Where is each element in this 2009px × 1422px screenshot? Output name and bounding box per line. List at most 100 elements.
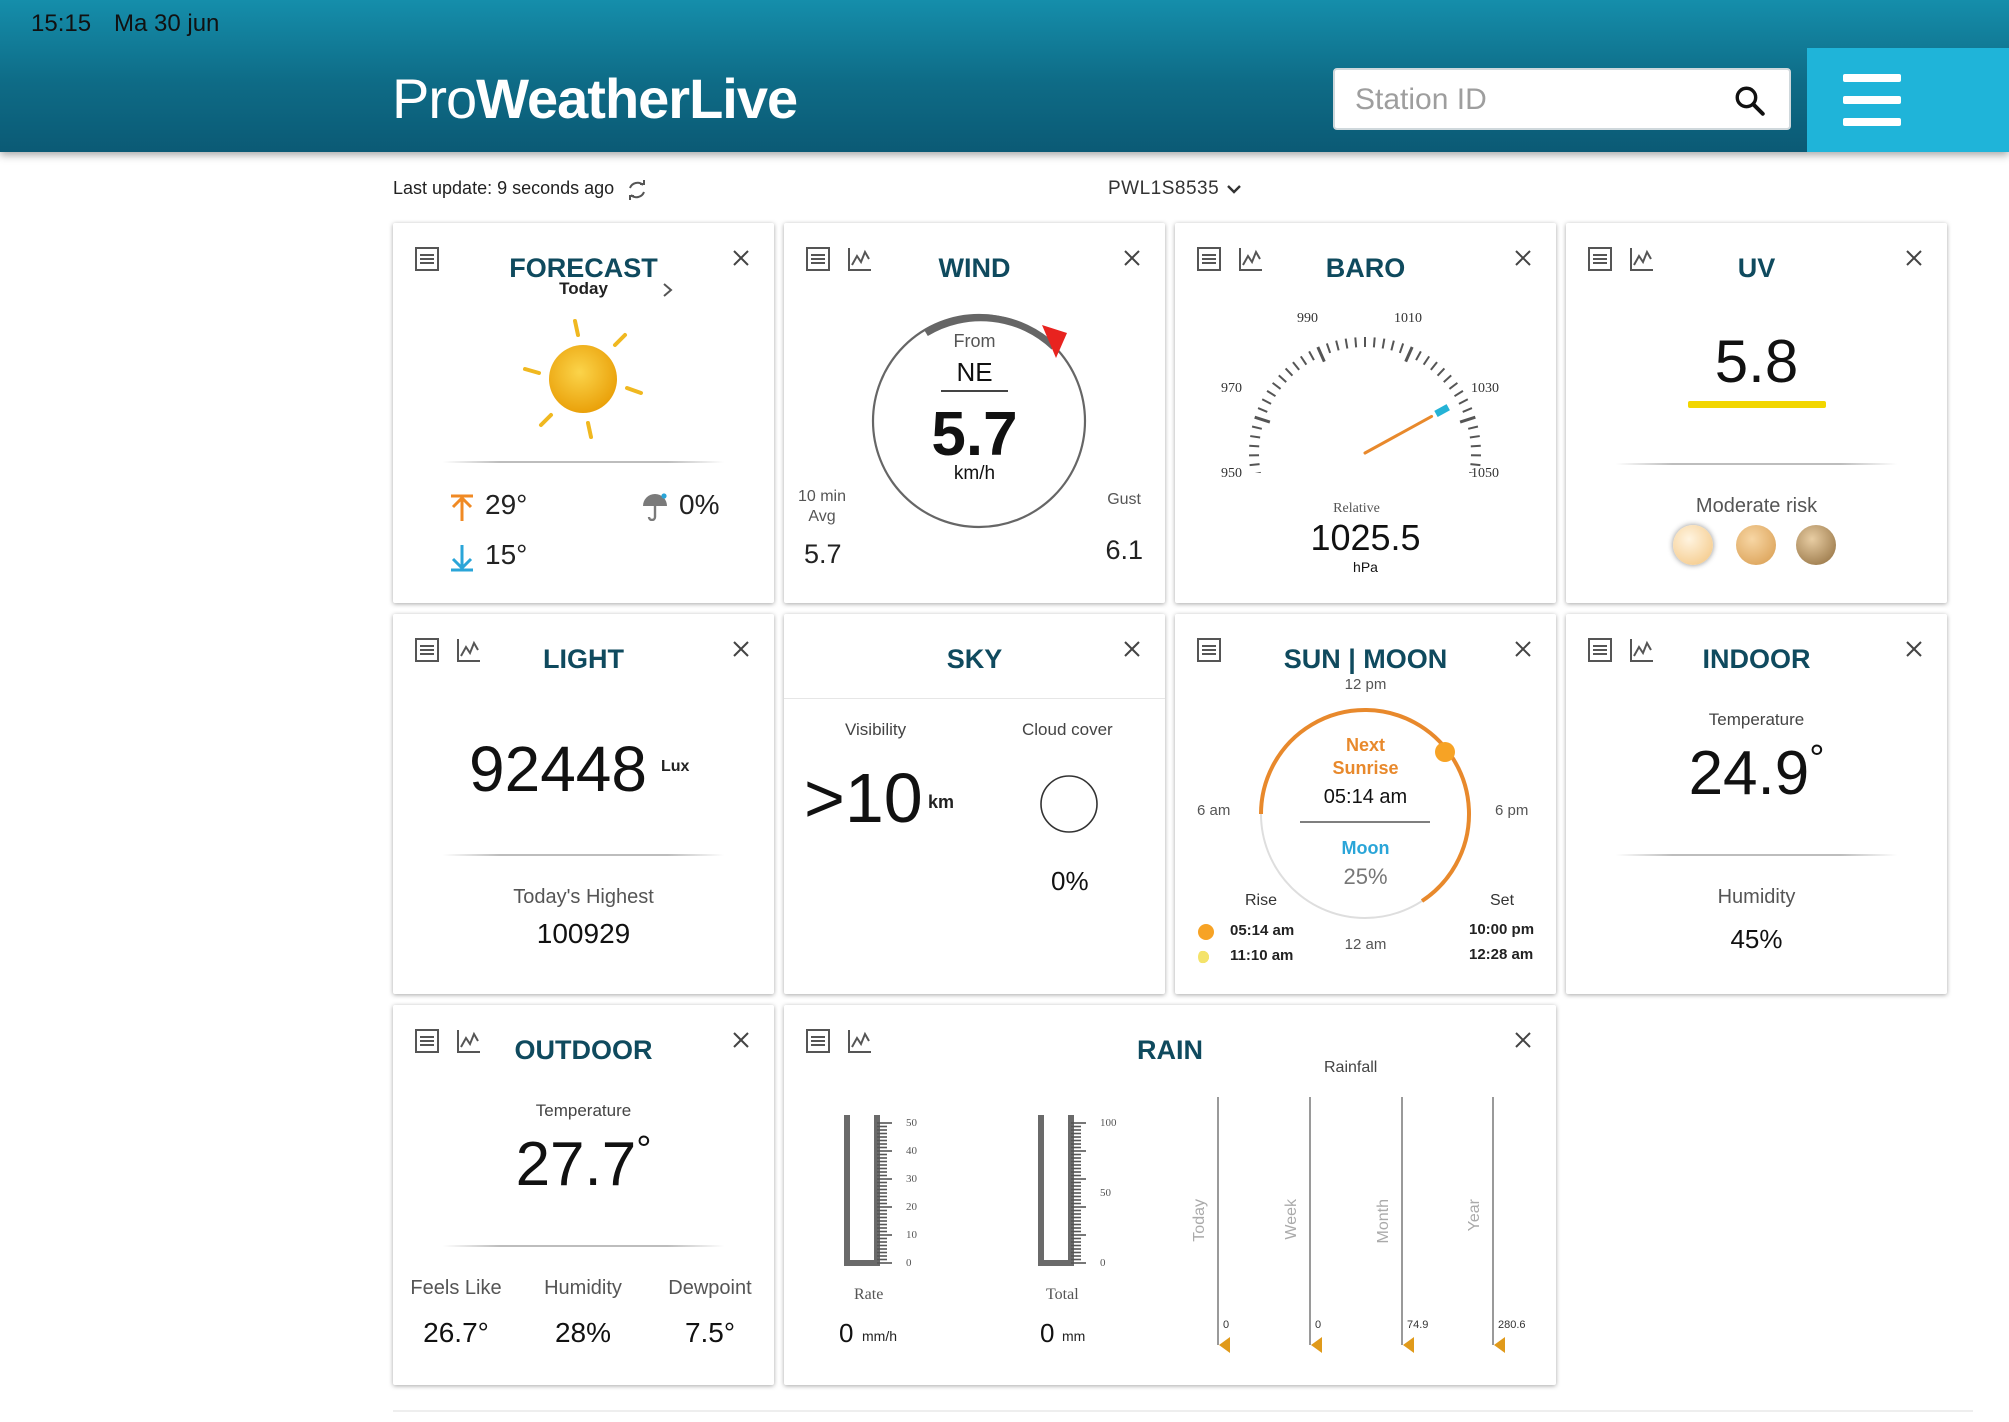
wind-gust-value: 6.1 bbox=[1105, 535, 1143, 565]
rainfall-bar-track bbox=[1309, 1097, 1311, 1345]
uv-card: UV 5.8 Moderate risk bbox=[1566, 223, 1947, 603]
rain-card: RAIN Rainfall 50 40 30 20 10 0 Rate 0 mm/h 10… bbox=[784, 1005, 1556, 1385]
feels-like-value: 26.7° bbox=[423, 1317, 489, 1348]
sky-card: SKY Visibility >10 km Cloud cover 0% bbox=[784, 614, 1165, 994]
baro-unit: hPa bbox=[1353, 559, 1378, 575]
baro-tick bbox=[1453, 389, 1464, 398]
baro-tick bbox=[1459, 415, 1476, 424]
baro-tick bbox=[1284, 367, 1294, 377]
baro-tick bbox=[1404, 346, 1414, 363]
baro-tick bbox=[1436, 367, 1446, 377]
list-icon[interactable] bbox=[413, 636, 441, 664]
baro-tick-label: 1050 bbox=[1471, 466, 1499, 481]
rainfall-level-marker bbox=[1494, 1337, 1505, 1353]
chart-icon[interactable] bbox=[846, 1027, 874, 1055]
rainfall-level-marker bbox=[1403, 1337, 1414, 1353]
list-icon[interactable] bbox=[1195, 245, 1223, 273]
search-icon[interactable] bbox=[1733, 84, 1767, 118]
list-icon[interactable] bbox=[1586, 636, 1614, 664]
skin-type-swatch[interactable] bbox=[1673, 525, 1713, 565]
list-icon[interactable] bbox=[413, 245, 441, 273]
rain-rate-value: 0 bbox=[839, 1318, 854, 1348]
close-icon[interactable] bbox=[730, 1029, 752, 1051]
wind-direction: NE bbox=[956, 357, 993, 387]
close-icon[interactable] bbox=[730, 638, 752, 660]
list-icon[interactable] bbox=[1586, 245, 1614, 273]
divider bbox=[941, 390, 1008, 392]
close-icon[interactable] bbox=[1512, 638, 1534, 660]
baro-title: BARO bbox=[1325, 253, 1406, 283]
chevron-right-icon[interactable] bbox=[661, 281, 675, 299]
logo-bold-text: WeatherLive bbox=[476, 67, 798, 130]
chart-icon[interactable] bbox=[1628, 245, 1656, 273]
close-icon[interactable] bbox=[1512, 1029, 1534, 1051]
light-highest-value: 100929 bbox=[536, 918, 631, 949]
baro-tick bbox=[1261, 398, 1272, 405]
gauge-tick-label: 50 bbox=[906, 1117, 917, 1129]
close-icon[interactable] bbox=[1903, 247, 1925, 269]
baro-tick bbox=[1430, 361, 1438, 371]
baro-tick bbox=[1335, 340, 1340, 351]
close-icon[interactable] bbox=[1121, 638, 1143, 660]
chart-icon[interactable] bbox=[1237, 245, 1265, 273]
baro-tick-label: 1010 bbox=[1394, 311, 1422, 326]
skin-type-swatch[interactable] bbox=[1736, 525, 1776, 565]
arrow-down-icon bbox=[451, 545, 473, 572]
close-icon[interactable] bbox=[730, 247, 752, 269]
baro-tick bbox=[1381, 338, 1386, 349]
baro-tick bbox=[1266, 389, 1277, 398]
last-update-text: Last update: 9 seconds ago bbox=[393, 178, 615, 198]
sun-set-time: 10:00 pm bbox=[1469, 921, 1535, 938]
baro-tick bbox=[1372, 337, 1376, 348]
chart-icon[interactable] bbox=[455, 636, 483, 664]
baro-tick bbox=[1390, 340, 1395, 351]
baro-tick-label: 950 bbox=[1221, 466, 1242, 481]
indoor-temp-value: 24.9 bbox=[1688, 739, 1810, 808]
rain-total-value: 0 bbox=[1040, 1318, 1055, 1348]
baro-tick bbox=[1422, 355, 1431, 366]
rainfall-bar-track bbox=[1492, 1097, 1494, 1345]
rainfall-period-label: Month bbox=[1375, 1199, 1392, 1244]
rain-total-label: Total bbox=[1046, 1286, 1079, 1303]
station-id-input[interactable] bbox=[1355, 80, 1715, 120]
next-event-label-line: Sunrise bbox=[1332, 758, 1399, 778]
logo[interactable]: ProWeatherLive bbox=[392, 66, 798, 131]
list-icon[interactable] bbox=[804, 245, 832, 273]
close-icon[interactable] bbox=[1121, 247, 1143, 269]
wind-card: WIND From NE 5.7 km/h 10 min Avg 5.7 Gust… bbox=[784, 223, 1165, 603]
baro-tick bbox=[1344, 338, 1349, 349]
baro-tick bbox=[1325, 343, 1332, 354]
indoor-temp: 24.9° bbox=[1566, 738, 1947, 809]
close-icon[interactable] bbox=[1903, 638, 1925, 660]
moon-set-time: 12:28 am bbox=[1469, 946, 1534, 963]
forecast-precip: 0% bbox=[679, 489, 720, 520]
light-highest-label: Today's Highest bbox=[513, 886, 654, 908]
outdoor-card: OUTDOOR Temperature 27.7° Feels Like 26.… bbox=[393, 1005, 774, 1385]
list-icon[interactable] bbox=[804, 1027, 832, 1055]
list-icon[interactable] bbox=[413, 1027, 441, 1055]
chart-icon[interactable] bbox=[455, 1027, 483, 1055]
station-selector[interactable]: PWL1S8535 bbox=[1108, 178, 1243, 200]
baro-tick bbox=[1443, 374, 1452, 383]
list-icon[interactable] bbox=[1195, 636, 1223, 664]
wind-speed-unit: km/h bbox=[953, 463, 996, 484]
wind-avg-label-line: Avg bbox=[808, 508, 836, 525]
divider bbox=[443, 461, 724, 463]
baro-value-marker bbox=[1434, 404, 1450, 418]
close-icon[interactable] bbox=[1512, 247, 1534, 269]
rain-total-gauge bbox=[1038, 1115, 1086, 1266]
umbrella-rain-icon bbox=[643, 493, 667, 521]
gauge-tick-label: 20 bbox=[906, 1201, 917, 1213]
light-unit: Lux bbox=[661, 758, 690, 775]
status-date: Ma 30 jun bbox=[114, 10, 220, 37]
hamburger-menu-button[interactable] bbox=[1807, 48, 2009, 152]
chart-icon[interactable] bbox=[846, 245, 874, 273]
outdoor-temp: 27.7° bbox=[393, 1129, 774, 1200]
rainfall-period-value: 0 bbox=[1315, 1319, 1322, 1331]
chart-icon[interactable] bbox=[1628, 636, 1656, 664]
rainfall-period-value: 280.6 bbox=[1498, 1319, 1526, 1331]
skin-type-swatch[interactable] bbox=[1796, 525, 1836, 565]
rainfall-period-label: Today bbox=[1191, 1199, 1208, 1242]
refresh-icon[interactable] bbox=[625, 178, 649, 202]
next-event-label-line: Next bbox=[1345, 735, 1385, 755]
